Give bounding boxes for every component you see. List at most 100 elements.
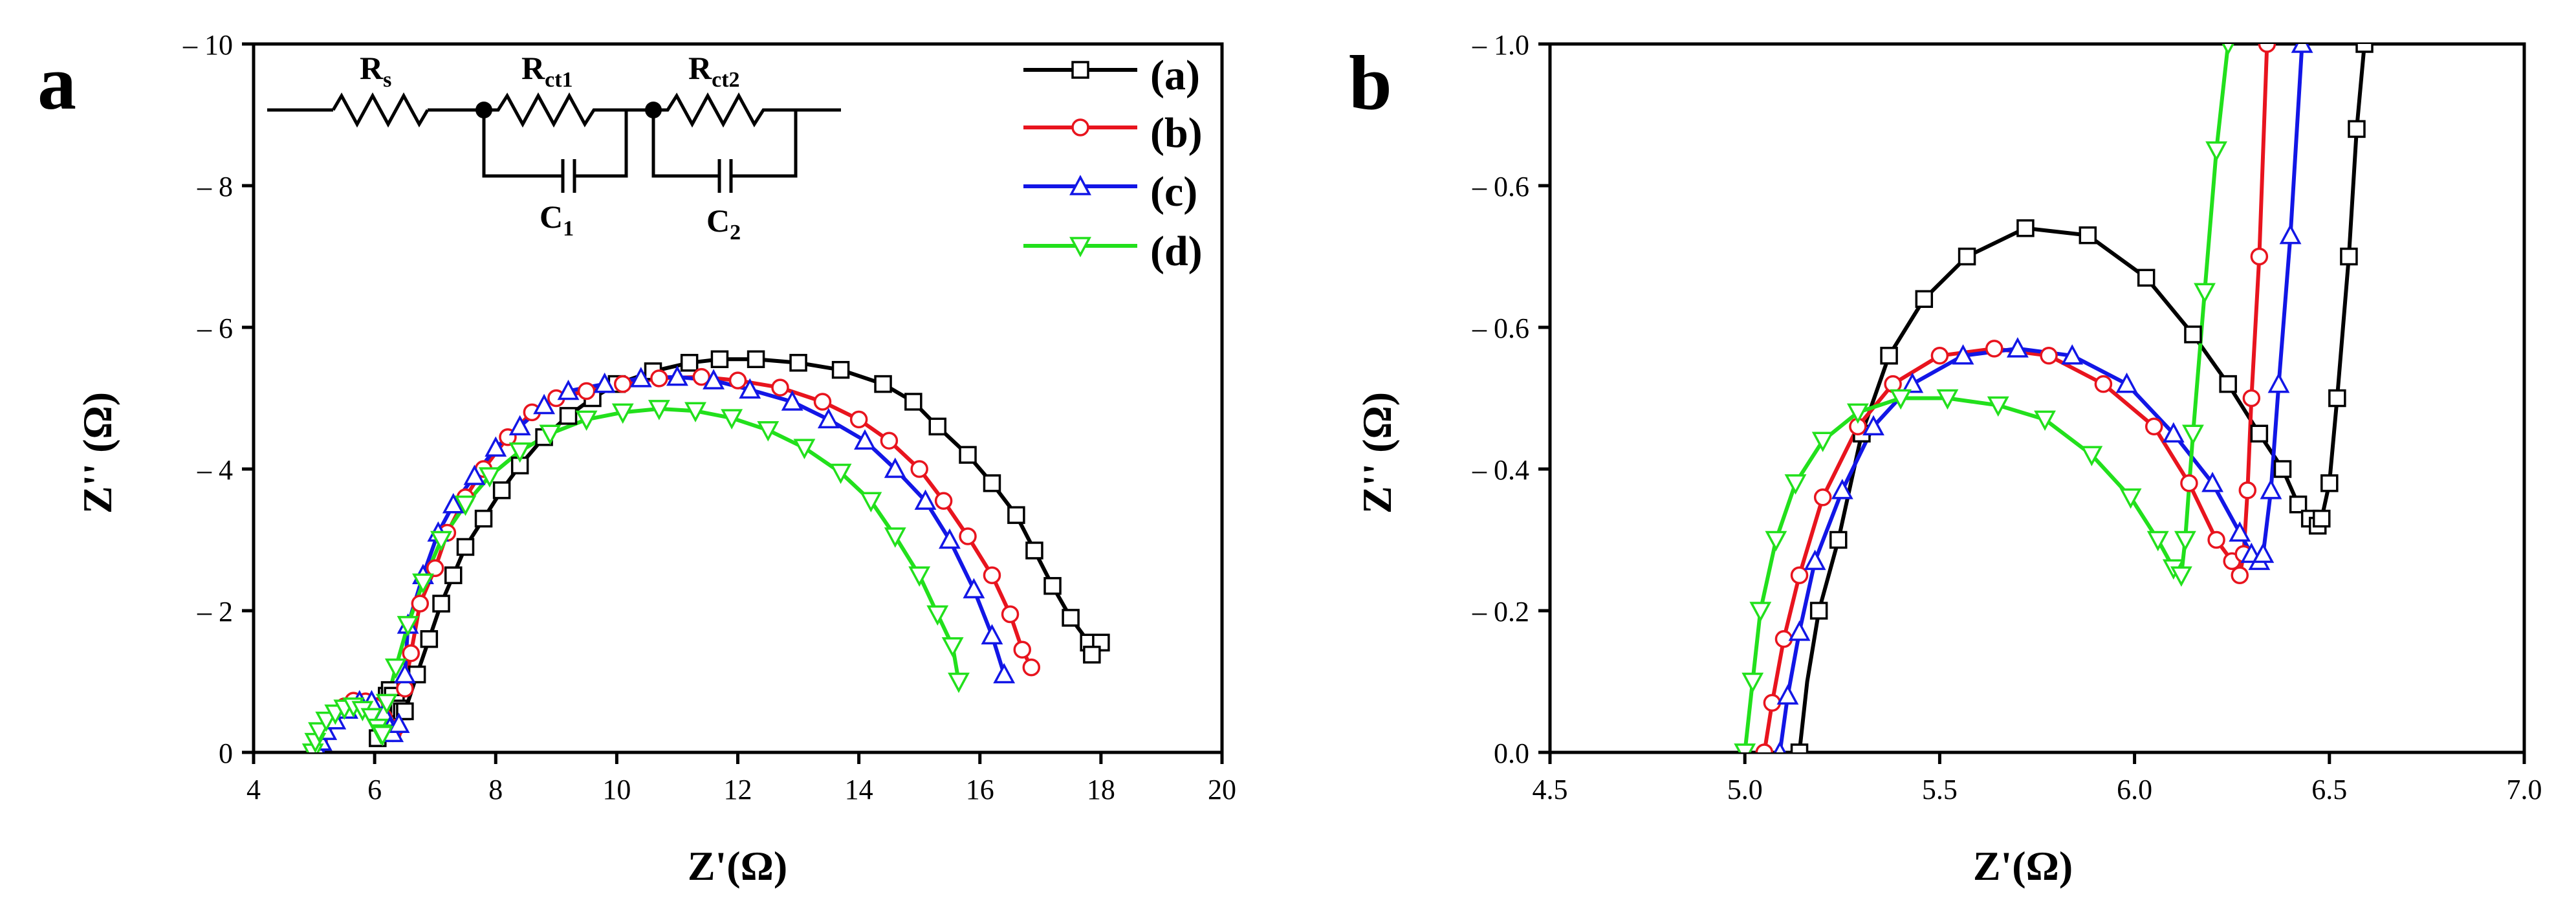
data-point-b (2040, 347, 2058, 365)
circuit-label-c2: C2 (706, 202, 741, 245)
x-tick-label: 18 (1087, 774, 1115, 805)
data-point-b (692, 367, 711, 386)
data-point-c (557, 379, 580, 400)
legend-marker-d (1069, 237, 1091, 257)
data-point-b (2207, 530, 2225, 549)
data-point-c (666, 365, 688, 386)
data-point-a (1007, 506, 1025, 524)
y-tick-label: – 0.4 (1472, 454, 1529, 486)
data-point-d (1987, 396, 2009, 417)
data-point-b (2258, 44, 2276, 53)
data-point-c (2201, 472, 2224, 492)
data-point-c (629, 367, 652, 388)
data-point-b (1013, 640, 1031, 659)
x-tick-label: 6.0 (2117, 774, 2152, 805)
data-point-d (1765, 530, 1787, 552)
data-point-d (1784, 474, 1807, 495)
data-point-a (1915, 290, 1934, 308)
data-point-d (2146, 530, 2169, 552)
legend-marker-a (1071, 61, 1089, 79)
data-point-d (2119, 488, 2142, 509)
x-tick-label: 5.5 (1922, 774, 1958, 805)
data-point-a (2348, 120, 2366, 138)
data-point-d (948, 672, 970, 694)
data-point-a (710, 350, 729, 369)
data-point-c (2279, 223, 2302, 245)
data-point-d (1846, 403, 1869, 424)
data-point-a (456, 538, 475, 556)
data-point-d (430, 530, 452, 552)
data-point-d (412, 573, 434, 594)
data-point-c (817, 408, 840, 429)
equivalent-circuit-inset (267, 92, 841, 193)
circuit-label-rs: Rs (360, 50, 391, 92)
data-point-a (2355, 44, 2374, 53)
data-point-a (959, 446, 977, 464)
data-point-b (983, 566, 1001, 584)
plot-frame-b (1548, 42, 2526, 754)
legend-marker-c (1069, 175, 1091, 195)
x-tick-label: 4.5 (1533, 774, 1568, 805)
data-point-a (789, 354, 807, 372)
panel-a-letter: a (38, 39, 76, 126)
series-group-a (301, 350, 1110, 752)
data-point-d (539, 424, 562, 445)
panel-a-ylabel: Z'' (Ω) (74, 392, 120, 514)
x-tick-label: 5.0 (1727, 774, 1763, 805)
series-line-a (1797, 44, 2366, 752)
y-tick-label: – 2 (197, 596, 233, 628)
data-point-d (360, 708, 383, 728)
data-point-b (402, 644, 420, 662)
data-point-b (1755, 743, 1774, 752)
data-point-c (2115, 372, 2138, 393)
data-point-a (680, 354, 699, 372)
data-point-d (2170, 566, 2192, 587)
x-tick-label: 6.5 (2311, 774, 2347, 805)
data-point-d (684, 402, 706, 422)
data-point-d (2221, 44, 2234, 56)
data-point-d (1890, 389, 1912, 410)
data-point-c (387, 712, 410, 733)
data-point-d (384, 658, 407, 679)
data-point-c (442, 493, 464, 514)
data-point-b (813, 393, 832, 411)
data-point-b (959, 527, 977, 545)
legend-label-a: (a) (1150, 52, 1200, 99)
data-point-a (2328, 389, 2346, 408)
data-point-a (1880, 347, 1898, 365)
data-point-a (874, 375, 892, 393)
data-point-d (1811, 432, 1834, 452)
data-point-d (829, 463, 852, 485)
data-point-a (1043, 576, 1062, 595)
x-tick-label: 20 (1208, 774, 1236, 805)
data-point-a (2079, 226, 2097, 245)
data-point-b (934, 492, 953, 510)
panel-b-xlabel: Z'(Ω) (1973, 843, 2073, 889)
legend-label-c: (c) (1150, 168, 1197, 215)
data-point-b (577, 382, 596, 400)
y-tick-label: – 8 (197, 171, 233, 202)
data-point-d (908, 566, 931, 587)
y-tick-label: – 4 (197, 454, 233, 486)
data-point-c (533, 393, 556, 415)
panel-b-letter: b (1349, 39, 1392, 126)
data-point-c (1831, 479, 1853, 499)
data-point-d (1936, 389, 1959, 410)
data-point-c (1776, 684, 1799, 705)
data-point-a (747, 350, 765, 369)
x-tick-label: 6 (367, 774, 382, 805)
data-point-a (904, 393, 922, 411)
data-point-c (993, 662, 1016, 684)
data-point-c (2061, 344, 2084, 365)
data-point-b (1930, 347, 1949, 365)
data-point-c (1804, 549, 1826, 571)
y-tick-label: – 10 (182, 29, 233, 61)
circuit-wire-c1-right (574, 110, 628, 178)
data-point-c (2162, 422, 2185, 443)
data-point-c (1773, 741, 1786, 752)
data-point-d (2205, 141, 2228, 162)
data-point-a (1809, 602, 1828, 620)
data-point-c (2260, 479, 2282, 499)
